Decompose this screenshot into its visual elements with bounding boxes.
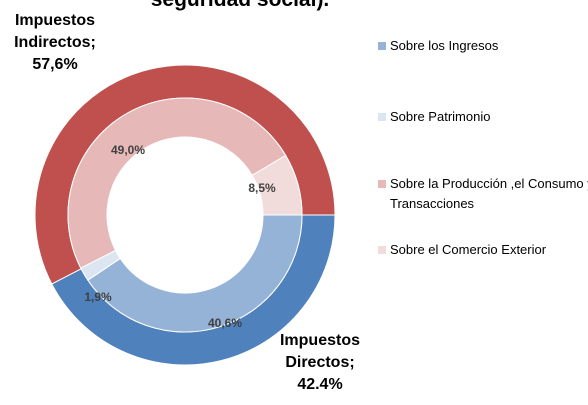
legend-label: Sobre el Comercio Exterior	[390, 242, 547, 257]
value-label: 49,0%	[110, 143, 146, 157]
donut-slice	[67, 97, 287, 269]
value-label: 8,5%	[248, 181, 276, 195]
value-label: 1,9%	[84, 290, 112, 304]
legend-swatch	[378, 180, 386, 188]
donut-slice	[87, 214, 303, 333]
legend-swatch	[378, 113, 386, 121]
legend-label: Sobre Patrimonio	[390, 109, 491, 124]
slice-name: Impuestos Indirectos;	[14, 12, 96, 51]
value-label: 40,6%	[207, 316, 243, 330]
slice-name: Impuestos Directos;	[279, 332, 360, 371]
outer-label: Impuestos Indirectos; 57,6%	[0, 10, 110, 76]
legend-label: Sobre la Producción ,el Consumo y Transa…	[390, 176, 588, 211]
value-label: 42.4%	[297, 376, 343, 393]
donut-slice	[251, 154, 303, 216]
legend-label: Sobre los Ingresos	[390, 38, 499, 53]
legend-swatch	[378, 246, 386, 254]
legend-swatch	[378, 42, 386, 50]
chart-title: seguridad social).	[0, 0, 480, 12]
outer-label: Impuestos Directos; 42.4%	[250, 330, 390, 396]
value-label: 57,6%	[32, 56, 78, 73]
